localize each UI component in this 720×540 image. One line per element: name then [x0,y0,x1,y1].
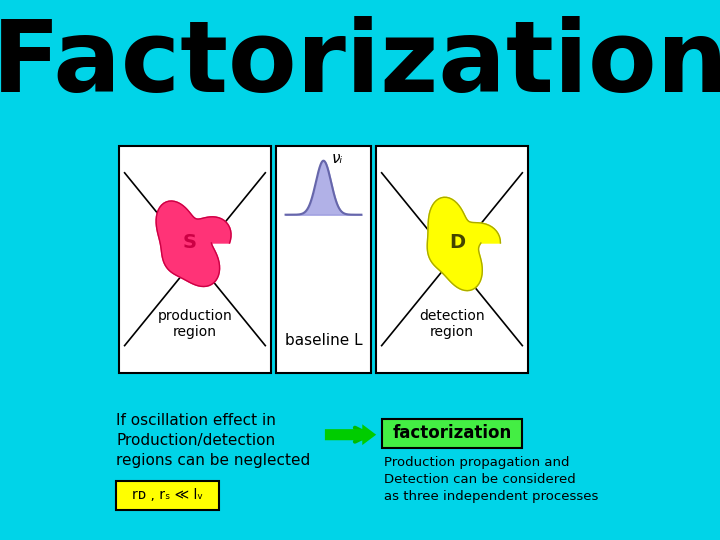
FancyArrowPatch shape [325,424,376,445]
FancyBboxPatch shape [120,146,271,373]
FancyBboxPatch shape [377,146,528,373]
Text: factorization: factorization [392,424,512,442]
Polygon shape [427,197,500,291]
Text: rᴅ , rₛ ≪ lᵥ: rᴅ , rₛ ≪ lᵥ [132,488,204,502]
Text: If oscillation effect in
Production/detection
regions can be neglected: If oscillation effect in Production/dete… [117,413,311,468]
FancyBboxPatch shape [382,418,522,448]
Text: Factorization: Factorization [0,16,720,113]
FancyBboxPatch shape [117,481,220,510]
Text: νᵢ: νᵢ [331,151,343,166]
Text: baseline L: baseline L [284,333,362,348]
Text: detection
region: detection region [419,309,485,339]
Polygon shape [156,201,231,287]
Text: S: S [183,233,197,253]
Text: Production propagation and
Detection can be considered
as three independent proc: Production propagation and Detection can… [384,456,599,503]
Text: production
region: production region [158,309,233,339]
FancyBboxPatch shape [276,146,371,373]
FancyArrowPatch shape [330,428,369,442]
Text: D: D [449,233,465,253]
